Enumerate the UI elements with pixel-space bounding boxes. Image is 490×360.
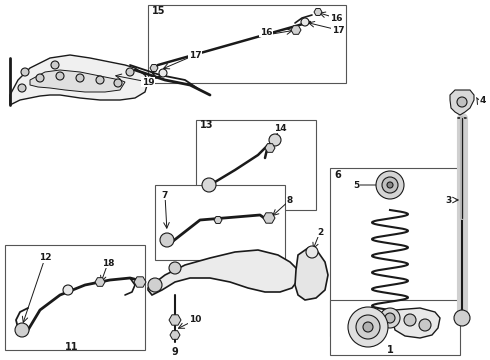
Circle shape <box>18 84 26 92</box>
Text: 6: 6 <box>334 170 341 180</box>
Polygon shape <box>169 315 181 325</box>
Polygon shape <box>291 26 301 34</box>
Text: 10: 10 <box>189 315 201 324</box>
Bar <box>5 245 145 350</box>
Polygon shape <box>150 64 158 72</box>
Text: 12: 12 <box>39 253 51 262</box>
Text: 9: 9 <box>172 347 178 357</box>
Polygon shape <box>148 250 298 295</box>
Bar <box>196 120 316 210</box>
Circle shape <box>376 171 404 199</box>
Circle shape <box>356 315 380 339</box>
Text: 17: 17 <box>189 50 201 59</box>
Polygon shape <box>263 213 275 223</box>
Circle shape <box>419 319 431 331</box>
Text: 4: 4 <box>480 95 486 104</box>
Polygon shape <box>134 277 146 287</box>
Text: 15: 15 <box>152 6 166 16</box>
Circle shape <box>387 182 393 188</box>
Circle shape <box>21 68 29 76</box>
Circle shape <box>269 134 281 146</box>
Circle shape <box>36 74 44 82</box>
Circle shape <box>202 178 216 192</box>
Text: 19: 19 <box>142 77 154 86</box>
Circle shape <box>348 307 388 347</box>
Circle shape <box>160 233 174 247</box>
Circle shape <box>306 246 318 258</box>
Circle shape <box>169 262 181 274</box>
Text: 18: 18 <box>102 258 114 267</box>
Text: 8: 8 <box>287 195 293 204</box>
Circle shape <box>385 313 395 323</box>
Circle shape <box>126 68 134 76</box>
Circle shape <box>51 61 59 69</box>
Circle shape <box>404 314 416 326</box>
Circle shape <box>159 69 167 77</box>
Circle shape <box>301 18 309 26</box>
Text: 3: 3 <box>445 195 451 204</box>
Circle shape <box>15 323 29 337</box>
Circle shape <box>96 76 104 84</box>
Text: 16: 16 <box>260 27 272 36</box>
Polygon shape <box>30 70 125 92</box>
Circle shape <box>380 308 400 328</box>
Circle shape <box>457 97 467 107</box>
Text: 2: 2 <box>317 228 323 237</box>
Text: 13: 13 <box>200 120 214 130</box>
Polygon shape <box>10 55 148 105</box>
Circle shape <box>56 72 64 80</box>
Polygon shape <box>314 9 322 15</box>
Text: 1: 1 <box>387 345 393 355</box>
Bar <box>155 185 285 260</box>
Circle shape <box>63 285 73 295</box>
Circle shape <box>363 322 373 332</box>
Circle shape <box>148 278 162 292</box>
Bar <box>330 300 460 355</box>
Polygon shape <box>450 90 474 115</box>
Polygon shape <box>170 331 180 339</box>
Polygon shape <box>265 144 275 152</box>
Circle shape <box>382 177 398 193</box>
Text: 17: 17 <box>332 26 344 35</box>
Text: 14: 14 <box>274 123 286 132</box>
Text: 11: 11 <box>65 342 79 352</box>
Polygon shape <box>393 308 440 338</box>
Bar <box>330 168 458 336</box>
Circle shape <box>76 74 84 82</box>
Polygon shape <box>295 248 328 300</box>
Text: 7: 7 <box>162 190 168 199</box>
Circle shape <box>114 79 122 87</box>
Text: 16: 16 <box>330 14 342 23</box>
Text: 5: 5 <box>353 180 359 189</box>
Polygon shape <box>95 278 105 286</box>
Bar <box>148 5 346 83</box>
Polygon shape <box>214 216 222 224</box>
Circle shape <box>454 310 470 326</box>
